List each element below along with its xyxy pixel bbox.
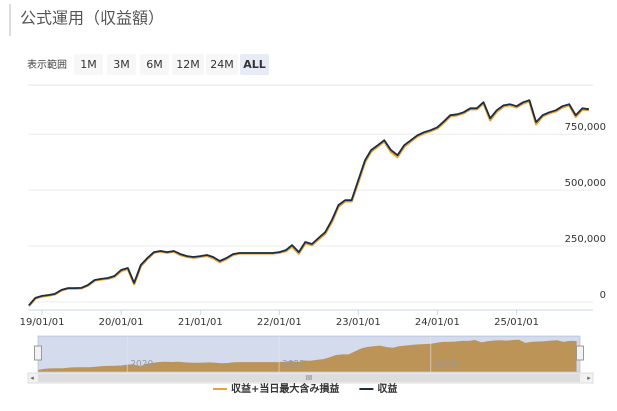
x-tick-label: 22/01/01 <box>257 317 302 328</box>
navigator-mask <box>38 336 580 372</box>
range-button-label[interactable]: 12M <box>176 58 200 71</box>
range-button-label[interactable]: 1M <box>80 58 97 71</box>
x-tick-label: 23/01/01 <box>336 317 381 328</box>
x-tick-label: 19/01/01 <box>20 317 65 328</box>
range-button[interactable] <box>140 54 169 75</box>
x-tick-label: 21/01/01 <box>178 317 223 328</box>
x-tick-label: 25/01/01 <box>494 317 539 328</box>
range-button[interactable] <box>206 54 238 75</box>
y-tick-label: 0 <box>600 290 606 301</box>
range-label: 表示範囲 <box>27 58 67 71</box>
series-line <box>27 100 589 307</box>
range-button[interactable] <box>240 54 269 75</box>
range-button-label[interactable]: 24M <box>210 58 234 71</box>
scroll-left[interactable]: ◂ <box>30 374 34 382</box>
navigator-label: 2020 <box>130 360 153 370</box>
navigator-area <box>38 339 577 372</box>
title-bar <box>9 4 11 36</box>
range-button[interactable] <box>172 54 204 75</box>
series-line <box>28 99 590 306</box>
navigator-handle[interactable] <box>576 345 584 361</box>
x-tick-label: 24/01/01 <box>415 317 460 328</box>
range-button-label[interactable]: 6M <box>146 58 163 71</box>
navigator-label: 2024 <box>434 360 457 370</box>
range-button[interactable] <box>74 54 103 75</box>
chart-title: 公式運用（収益額） <box>20 9 164 28</box>
range-button-label[interactable]: ALL <box>243 58 266 71</box>
range-button-label[interactable]: 3M <box>113 58 130 71</box>
range-button[interactable] <box>107 54 136 75</box>
y-tick-label: 500,000 <box>565 178 606 189</box>
navigator-label: 2022 <box>282 360 305 370</box>
x-tick-label: 20/01/01 <box>99 317 144 328</box>
scroll-right[interactable]: ▸ <box>587 374 591 382</box>
y-tick-label: 750,000 <box>565 122 606 133</box>
navigator-handle[interactable] <box>34 345 42 361</box>
y-tick-label: 250,000 <box>565 234 606 245</box>
scrollbar-grip: III <box>306 374 312 382</box>
legend-label[interactable]: 収益+当日最大含み損益 <box>231 382 339 395</box>
scrollbar-thumb[interactable] <box>38 374 580 382</box>
legend-label[interactable]: 収益 <box>377 382 397 395</box>
